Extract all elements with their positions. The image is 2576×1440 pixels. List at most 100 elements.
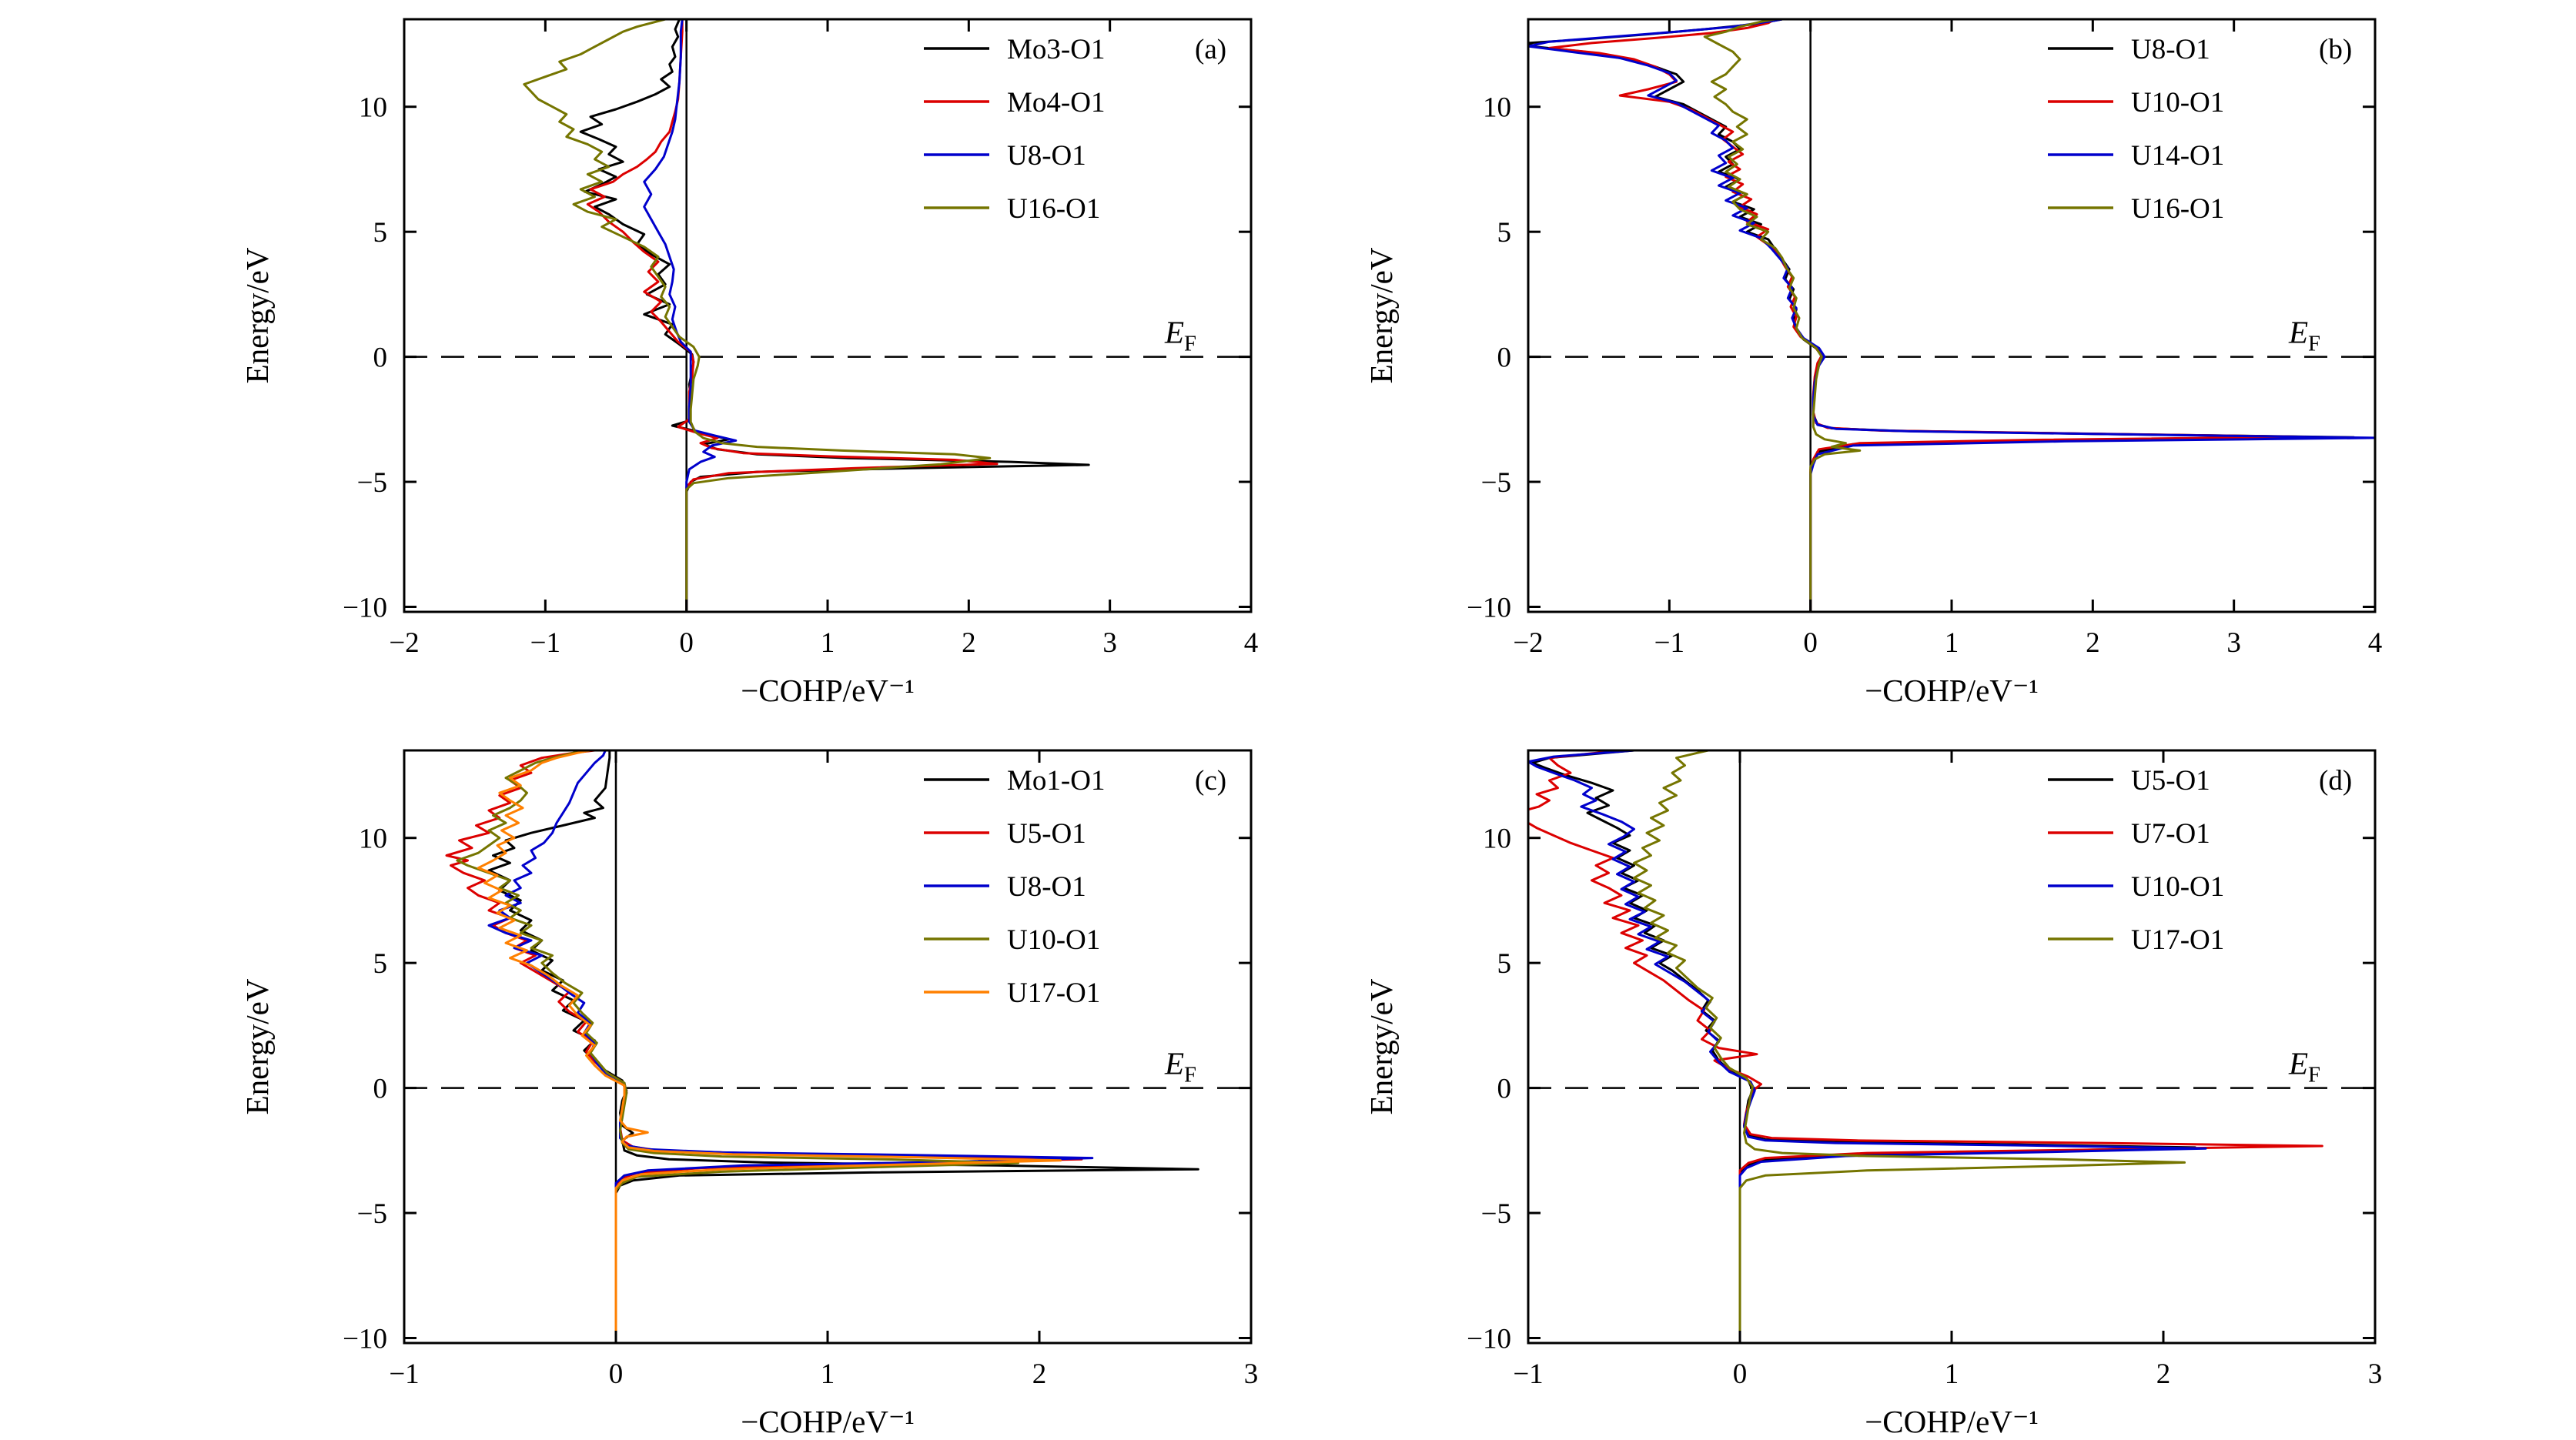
x-tick-label: 0 [1733,1358,1748,1390]
legend-label-mo3-o1: Mo3-O1 [1007,34,1105,65]
x-tick-label: −1 [1513,1358,1543,1390]
y-tick-label: −10 [343,593,387,624]
series-curve-u10-o1 [1528,750,2207,1343]
y-tick-label: 0 [1497,1074,1512,1105]
fermi-label: EF [1164,1046,1196,1088]
y-tick-label: −5 [1481,1198,1511,1230]
x-axis-label: −COHP/eV⁻¹ [1865,673,2039,708]
legend-label-u8-o1: U8-O1 [2131,34,2210,65]
y-tick-label: −10 [1467,593,1511,624]
series-curve-u17-o1 [1633,750,2186,1343]
panel-letter: (c) [1195,765,1226,797]
x-tick-label: 3 [1102,627,1117,659]
legend-label-u7-o1: U7-O1 [2131,818,2210,850]
series-curve-u17-o1 [477,750,1062,1343]
legend-label-u8-o1: U8-O1 [1007,871,1086,903]
series-curve-u16-o1 [1703,19,1862,612]
y-tick-label: 0 [373,1074,388,1105]
y-tick-label: 0 [373,342,388,374]
fermi-label: EF [1164,315,1196,356]
legend-label-u16-o1: U16-O1 [1007,193,1100,225]
y-tick-label: 0 [1497,342,1512,374]
x-tick-label: 2 [2156,1358,2171,1390]
x-tick-label: 2 [962,627,976,659]
x-axis-label: −COHP/eV⁻¹ [741,673,915,708]
legend-label-u14-o1: U14-O1 [2131,140,2224,172]
panel-d: −1 0 1 2 3 −10 −5 0 5 10 −COHP/eV⁻¹ Energy/eV EF U5-O… [1332,731,2402,1439]
series-curve-u5-o1 [445,750,1083,1343]
panel-letter: (d) [2319,765,2352,797]
plot-frame [1527,749,2377,1345]
panel-a: −2 −1 0 1 2 3 4 −10 −5 0 5 10 −COHP/eV⁻¹ Energy/eV EF M… [208,0,1278,708]
plot-frame [1527,18,2377,613]
series-curve-u16-o1 [523,19,992,612]
x-tick-label: 0 [1803,627,1818,659]
y-tick-label: 10 [359,92,387,124]
x-tick-label: 1 [821,627,835,659]
panel-letter: (b) [2319,34,2352,65]
series-curve-u8-o1 [1528,19,2355,612]
legend-label-u10-o1: U10-O1 [2131,87,2224,119]
legend-label-u8-o1: U8-O1 [1007,140,1086,172]
legend-label-u17-o1: U17-O1 [1007,977,1100,1009]
series-curve-u8-o1 [487,750,1094,1343]
y-tick-label: −5 [1481,467,1511,499]
x-tick-label: 1 [1945,1358,1959,1390]
x-tick-label: −2 [389,627,419,659]
x-tick-label: 1 [1945,627,1959,659]
panel-c: −1 0 1 2 3 −10 −5 0 5 10 −COHP/eV⁻¹ Energy/eV EF Mo1-… [208,731,1278,1439]
y-tick-label: 10 [359,824,387,855]
y-tick-label: 10 [1483,824,1511,855]
legend-label-mo4-o1: Mo4-O1 [1007,87,1105,119]
legend-label-u17-o1: U17-O1 [2131,924,2224,956]
fermi-label: EF [2288,1046,2320,1088]
plot-frame [403,18,1253,613]
y-tick-label: 10 [1483,92,1511,124]
legend-label-u10-o1: U10-O1 [2131,871,2224,903]
legend-label-u16-o1: U16-O1 [2131,193,2224,225]
x-tick-label: 2 [2086,627,2100,659]
x-tick-label: 4 [1244,627,1259,659]
x-tick-label: 3 [2226,627,2241,659]
x-tick-label: 2 [1032,1358,1047,1390]
x-tick-label: 0 [609,1358,624,1390]
y-tick-label: −5 [357,1198,387,1230]
series-curve-u7-o1 [1528,750,2323,1343]
y-tick-label: 5 [373,217,388,249]
panel-b: −2 −1 0 1 2 3 4 −10 −5 0 5 10 −COHP/eV⁻¹ Energy/eV EF U… [1332,0,2402,708]
series-curve-mo1-o1 [487,750,1199,1343]
x-axis-label: −COHP/eV⁻¹ [1865,1404,2039,1439]
y-axis-label: Energy/eV [239,978,275,1114]
x-axis-label: −COHP/eV⁻¹ [741,1404,915,1439]
series-curve-u14-o1 [1528,19,2375,612]
legend-label-u5-o1: U5-O1 [2131,765,2210,797]
legend-label-u10-o1: U10-O1 [1007,924,1100,956]
series-curve-u8-o1 [643,19,738,612]
fermi-label: EF [2288,315,2320,356]
y-axis-label: Energy/eV [1363,978,1399,1114]
series-curve-u10-o1 [456,750,1019,1343]
y-axis-label: Energy/eV [239,247,275,383]
x-tick-label: −1 [1654,627,1684,659]
y-tick-label: −10 [343,1324,387,1355]
y-tick-label: 5 [373,948,388,980]
y-tick-label: 5 [1497,948,1512,980]
x-tick-label: 3 [1244,1358,1259,1390]
plot-frame [403,749,1253,1345]
series-curve-mo4-o1 [586,19,999,612]
x-tick-label: 3 [2368,1358,2383,1390]
x-tick-label: 1 [821,1358,835,1390]
y-axis-label: Energy/eV [1363,247,1399,383]
y-tick-label: −10 [1467,1324,1511,1355]
x-tick-label: −1 [389,1358,419,1390]
x-tick-label: −1 [530,627,560,659]
legend-label-u5-o1: U5-O1 [1007,818,1086,850]
y-tick-label: −5 [357,467,387,499]
legend-label-mo1-o1: Mo1-O1 [1007,765,1105,797]
panel-letter: (a) [1195,34,1226,65]
x-tick-label: −2 [1513,627,1543,659]
